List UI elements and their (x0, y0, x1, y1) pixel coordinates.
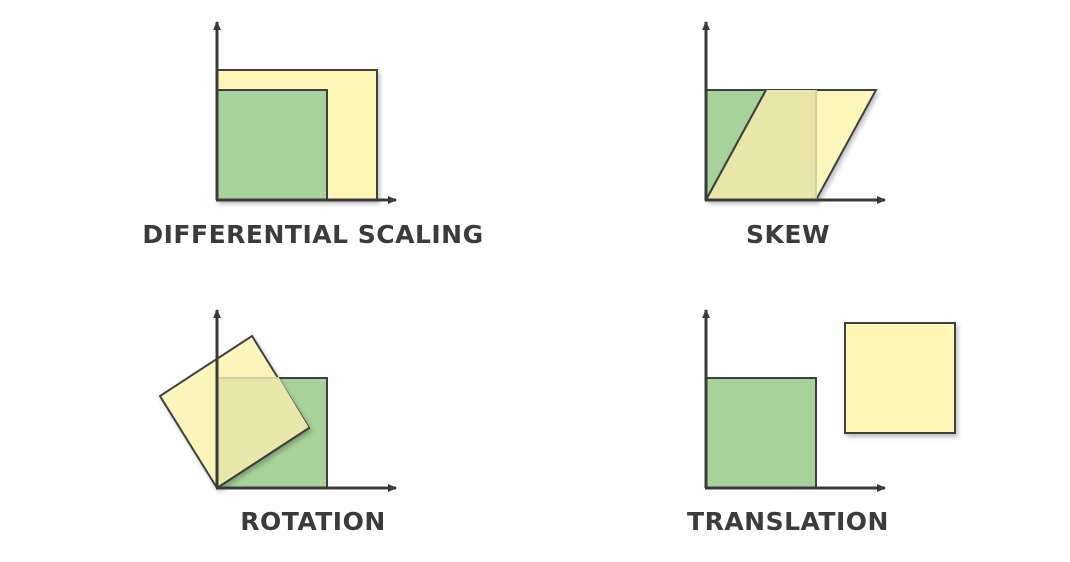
panel-label: SKEW (746, 220, 830, 249)
panel-label: TRANSLATION (687, 507, 889, 536)
panel-label: ROTATION (240, 507, 386, 536)
rotated-edge (216, 427, 310, 489)
panel-translation: TRANSLATION (687, 309, 956, 536)
overlap-region (217, 378, 309, 488)
panel-label: DIFFERENTIAL SCALING (142, 220, 483, 249)
overlap-region (706, 90, 816, 200)
translated-square (844, 322, 956, 434)
panel-rotation: ROTATION (158, 309, 397, 536)
parallelogram-edge (705, 89, 767, 201)
panel-skew: SKEW (702, 21, 886, 249)
original-square (705, 377, 817, 489)
original-square (216, 89, 328, 201)
panel-differential-scaling: DIFFERENTIAL SCALING (142, 21, 483, 249)
